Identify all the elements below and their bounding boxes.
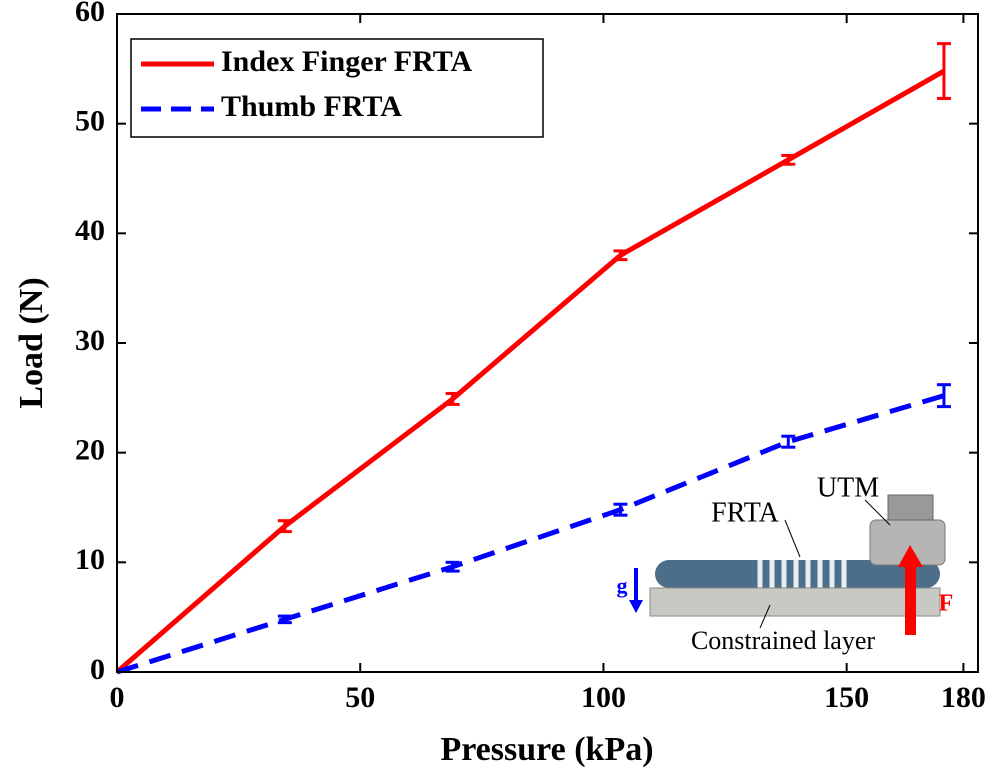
x-tick-label: 150 [824,681,869,714]
series-line [115,68,946,674]
error-bar [613,249,628,262]
inset-label: F [939,591,954,617]
force-arrow [905,565,916,635]
inset-label: Constrained layer [691,626,875,655]
error-bar [445,560,460,573]
legend-label: Index Finger FRTA [221,45,473,78]
error-bar [936,42,951,100]
x-tick-label: 0 [110,681,125,714]
inset-label: FRTA [711,497,779,528]
error-bar [613,502,628,517]
leader [864,499,891,526]
x-tick-label: 100 [581,681,626,714]
error-bar [781,434,796,449]
y-tick-label: 0 [90,653,105,686]
error-bar [277,614,292,625]
x-tick-label: 50 [345,681,375,714]
utm-knob [887,494,934,521]
plot-frame [116,13,979,673]
y-tick-label: 10 [75,543,105,576]
error-bar [277,519,292,534]
y-tick-label: 60 [75,0,105,28]
y-tick-label: 30 [75,324,105,357]
leader [784,519,801,558]
x-axis-label: Pressure (kPa) [440,731,653,768]
error-bar [445,391,460,406]
inset-label: g [617,573,628,598]
legend-box [130,38,544,138]
legend-label: Thumb FRTA [221,90,402,123]
constrained-layer [649,587,941,617]
y-axis-label: Load (N) [13,277,50,408]
leader [759,604,771,629]
error-bar [781,153,796,166]
inset-label: UTM [817,472,879,503]
x-tick-label: 180 [941,681,986,714]
series-line [116,393,945,675]
error-bar [936,383,951,409]
inset-photo: FRTA UTM g F Constrained layer [617,472,954,655]
gravity-arrowhead [629,600,643,613]
force-arrowhead [898,545,923,567]
y-tick-label: 40 [75,214,105,247]
y-tick-label: 50 [75,105,105,138]
y-tick-label: 20 [75,434,105,467]
